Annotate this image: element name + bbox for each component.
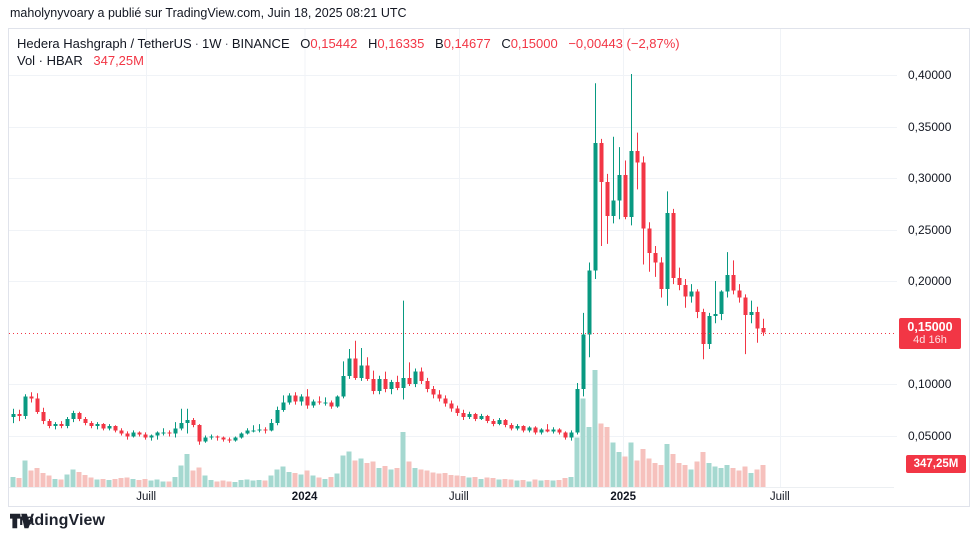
- price-tick-label: 0,40000: [908, 68, 952, 82]
- price-tick-label: 0,35000: [908, 119, 952, 134]
- candles: [11, 73, 766, 445]
- tradingview-logo-link[interactable]: TradingView: [10, 512, 105, 530]
- attribution-text: maholynyvoary a publié sur TradingView.c…: [10, 6, 407, 20]
- time-tick-label: Juill: [769, 491, 790, 503]
- chart-legend: Hedera Hashgraph / TetherUS · 1W · BINANCE O…: [17, 35, 680, 69]
- tradingview-icon: [10, 513, 34, 529]
- price-tick-label: 0,30000: [908, 171, 952, 185]
- symbol-title: Hedera Hashgraph / TetherUS: [17, 36, 192, 51]
- candlestick-chart[interactable]: [9, 29, 969, 506]
- change-value: −0,00443 (−2,87%): [568, 36, 680, 51]
- interval-label: 1W: [201, 36, 222, 51]
- price-tick-label: 0,20000: [908, 274, 952, 288]
- tradingview-wordmark: TradingView: [10, 512, 106, 529]
- legend-symbol-row: Hedera Hashgraph / TetherUS · 1W · BINANCE O…: [17, 35, 680, 52]
- tradingview-chart-widget: Hedera Hashgraph / TetherUS · 1W · BINANCE O…: [8, 28, 970, 507]
- ohlc-high-value: 0,16335: [377, 36, 425, 51]
- ohlc-low-label: B: [435, 36, 444, 51]
- last-price-badge: 0,15000 4d 16h: [899, 318, 961, 349]
- volume-value: 347,25M: [93, 53, 144, 68]
- legend-volume-row: Vol · HBAR 347,25M: [17, 52, 680, 69]
- exchange-label: BINANCE: [231, 36, 290, 51]
- volume-label: Vol · HBAR: [17, 53, 83, 68]
- time-tick-label: Juill: [136, 491, 157, 503]
- volume-value-badge: 347,25M: [906, 455, 966, 473]
- ohlc-close-value: 0,15000: [510, 36, 558, 51]
- price-tick-label: 0,25000: [908, 222, 952, 237]
- price-tick-label: 0,10000: [908, 377, 952, 391]
- volume-bars: [10, 369, 766, 487]
- time-tick-label: 2024: [291, 491, 318, 503]
- ohlc-open-label: O: [300, 36, 311, 51]
- gridlines: [9, 29, 897, 487]
- time-tick-label: Juill: [448, 491, 469, 503]
- bar-countdown: 4d 16h: [913, 334, 947, 346]
- price-tick-label: 0,05000: [908, 428, 952, 443]
- ohlc-low-value: 0,14677: [443, 36, 491, 51]
- time-tick-label: 2025: [610, 491, 636, 503]
- price-scale[interactable]: 0,15000 4d 16h 347,25M 0,40000 0,35000 0,3…: [894, 29, 969, 487]
- chart-canvas[interactable]: [9, 29, 969, 506]
- separator: ·: [224, 36, 229, 51]
- time-scale[interactable]: Juill 2024 Juill 2025 Juill: [9, 487, 894, 507]
- separator: ·: [194, 36, 199, 51]
- ohlc-high-label: H: [368, 36, 378, 51]
- ohlc-open-value: 0,15442: [310, 36, 358, 51]
- last-price-value: 0,15000: [907, 320, 953, 334]
- ohlc-close-label: C: [501, 36, 511, 51]
